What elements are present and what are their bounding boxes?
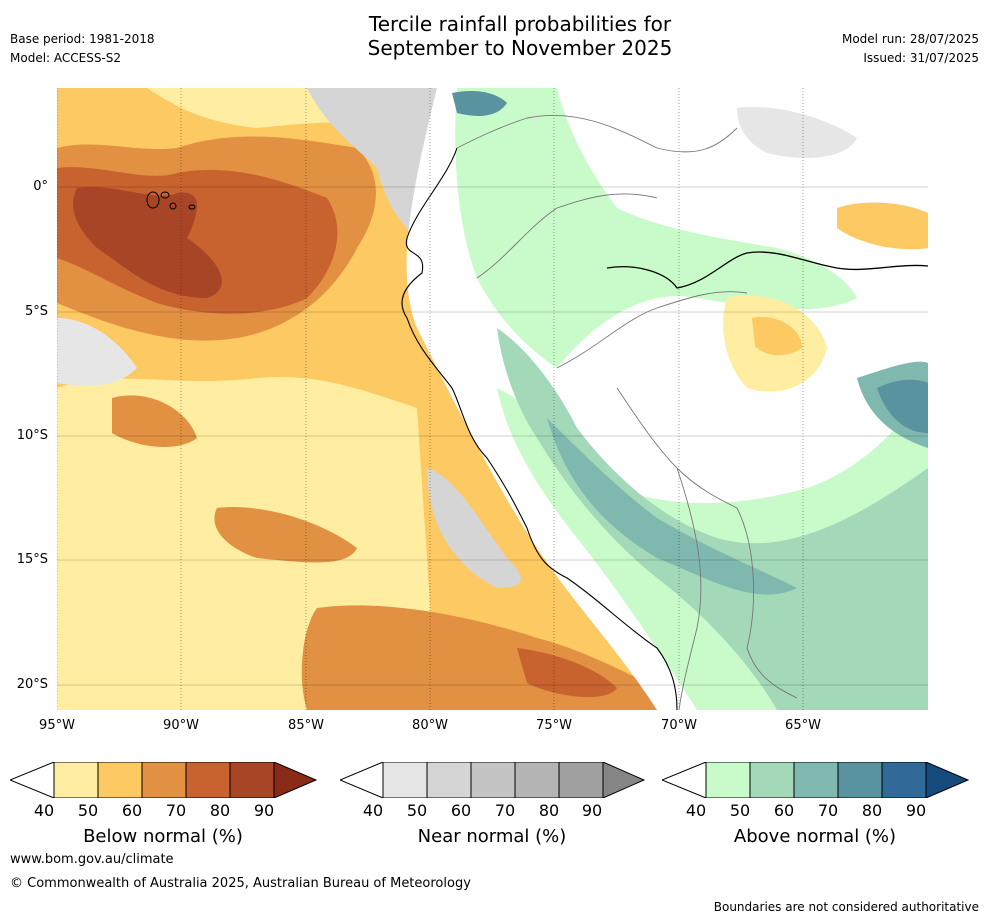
lon-label-70w: 70°W bbox=[661, 718, 697, 733]
model-run: Model run: 28/07/2025 bbox=[841, 32, 979, 46]
near-normal-region-north bbox=[307, 88, 437, 248]
above-normal-swatch-over bbox=[925, 762, 970, 798]
model-name: Model: ACCESS-S2 bbox=[10, 51, 122, 65]
near-normal-label: Near normal (%) bbox=[417, 826, 567, 847]
lon-label-95w: 95°W bbox=[39, 718, 75, 733]
country-borders bbox=[456, 114, 798, 710]
above-tick-40: 40 bbox=[685, 801, 707, 820]
below-tick-40: 40 bbox=[33, 801, 55, 820]
near-normal-swatch-over bbox=[602, 762, 646, 798]
below-normal-swatch-80 bbox=[229, 762, 275, 798]
below-tick-50: 50 bbox=[77, 801, 99, 820]
colorbar-above-normal bbox=[662, 762, 970, 798]
colorbar-below-normal bbox=[10, 762, 318, 798]
lat-label-0: 0° bbox=[33, 179, 48, 194]
above-normal-label: Above normal (%) bbox=[733, 826, 897, 847]
above-normal-swatch-50 bbox=[749, 762, 795, 798]
above-normal-swatch-80 bbox=[881, 762, 927, 798]
near-normal-swatch-40 bbox=[382, 762, 428, 798]
near-tick-90: 90 bbox=[581, 801, 603, 820]
above-50-60-region bbox=[497, 328, 928, 710]
below-tick-80: 80 bbox=[209, 801, 231, 820]
boundaries-disclaimer: Boundaries are not considered authoritat… bbox=[713, 900, 979, 914]
colorbar-near-normal bbox=[340, 762, 646, 798]
below-tick-60: 60 bbox=[121, 801, 143, 820]
near-tick-80: 80 bbox=[538, 801, 560, 820]
below-60-70-region-south bbox=[214, 507, 357, 563]
copyright-text: © Commonwealth of Australia 2025, Austra… bbox=[10, 876, 471, 891]
near-normal-swatch-50 bbox=[426, 762, 472, 798]
below-70-80-region-south bbox=[517, 648, 617, 698]
near-tick-50: 50 bbox=[406, 801, 428, 820]
issued-date: Issued: 31/07/2025 bbox=[863, 51, 979, 65]
lat-label-20s: 20°S bbox=[16, 677, 48, 692]
near-tick-60: 60 bbox=[450, 801, 472, 820]
lon-label-85w: 85°W bbox=[288, 718, 324, 733]
near-normal-region-coast bbox=[427, 468, 521, 588]
lon-label-75w: 75°W bbox=[536, 718, 572, 733]
below-normal-swatch-60 bbox=[141, 762, 187, 798]
lat-gridlines bbox=[57, 186, 928, 686]
above-normal-swatch-under bbox=[662, 762, 707, 798]
near-normal-region-west bbox=[57, 318, 137, 386]
lat-label-5s: 5°S bbox=[24, 304, 48, 319]
near-tick-70: 70 bbox=[494, 801, 516, 820]
below-tick-70: 70 bbox=[165, 801, 187, 820]
lat-label-15s: 15°S bbox=[16, 552, 48, 567]
near-normal-land-patch bbox=[737, 107, 857, 158]
above-normal-swatch-70 bbox=[837, 762, 883, 798]
below-60-70-region-west bbox=[112, 395, 197, 448]
lon-label-65w: 65°W bbox=[785, 718, 821, 733]
amazon-river bbox=[606, 251, 928, 289]
above-tick-90: 90 bbox=[905, 801, 927, 820]
above-tick-70: 70 bbox=[817, 801, 839, 820]
base-period: Base period: 1981-2018 bbox=[10, 32, 155, 46]
below-80-90-region bbox=[73, 187, 222, 298]
page-title: Tercile rainfall probabilities for Septe… bbox=[0, 12, 988, 60]
above-60-70-region bbox=[547, 418, 797, 595]
below-normal-land-patch-inner bbox=[752, 317, 802, 356]
title-line-1: Tercile rainfall probabilities for bbox=[368, 12, 672, 36]
near-normal-swatch-under bbox=[340, 762, 384, 798]
coastline bbox=[401, 147, 678, 710]
lon-label-80w: 80°W bbox=[412, 718, 448, 733]
below-normal-swatch-70 bbox=[185, 762, 231, 798]
above-tick-50: 50 bbox=[729, 801, 751, 820]
rainfall-map bbox=[57, 88, 928, 710]
near-normal-swatch-80 bbox=[558, 762, 604, 798]
above-tick-80: 80 bbox=[861, 801, 883, 820]
title-line-2: September to November 2025 bbox=[367, 36, 673, 60]
near-normal-swatch-60 bbox=[470, 762, 516, 798]
above-70-80-region-east bbox=[877, 379, 928, 433]
below-normal-land-patch-ne bbox=[837, 202, 928, 250]
lat-label-10s: 10°S bbox=[16, 428, 48, 443]
above-normal-swatch-60 bbox=[793, 762, 839, 798]
lon-label-90w: 90°W bbox=[163, 718, 199, 733]
below-normal-label: Below normal (%) bbox=[83, 826, 243, 847]
below-tick-90: 90 bbox=[253, 801, 275, 820]
below-normal-swatch-40 bbox=[53, 762, 99, 798]
below-normal-swatch-under bbox=[10, 762, 55, 798]
below-normal-swatch-50 bbox=[97, 762, 143, 798]
above-tick-60: 60 bbox=[773, 801, 795, 820]
below-normal-swatch-over bbox=[273, 762, 318, 798]
near-normal-swatch-70 bbox=[514, 762, 560, 798]
above-70-80-region-north bbox=[452, 91, 507, 116]
near-tick-40: 40 bbox=[362, 801, 384, 820]
website-link[interactable]: www.bom.gov.au/climate bbox=[10, 852, 174, 867]
galapagos-islands bbox=[146, 191, 196, 210]
above-normal-swatch-40 bbox=[705, 762, 751, 798]
